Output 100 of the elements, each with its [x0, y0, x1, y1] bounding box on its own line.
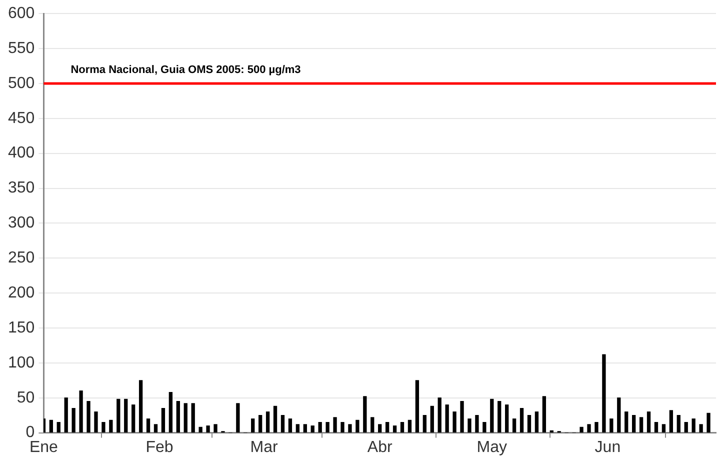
bar — [527, 415, 532, 433]
bar — [415, 380, 420, 433]
bar — [56, 422, 60, 433]
bar — [116, 398, 120, 433]
bar — [542, 396, 546, 433]
bar — [617, 398, 621, 433]
bar — [498, 401, 502, 433]
bar — [236, 403, 240, 433]
bar — [505, 404, 509, 433]
bar — [594, 422, 598, 433]
bar — [385, 422, 390, 433]
bar — [676, 415, 680, 433]
bar — [684, 422, 688, 433]
bar — [303, 424, 307, 433]
bar — [251, 418, 255, 433]
y-tick-label: 300 — [8, 214, 35, 232]
bar — [198, 426, 202, 433]
bar — [534, 412, 539, 433]
bar — [109, 420, 113, 433]
y-tick-label: 250 — [8, 250, 35, 267]
bar — [438, 398, 442, 433]
x-tick-label: May — [476, 438, 508, 456]
ref-line-label: Norma Nacional, Guia OMS 2005: 500 µg/m3 — [70, 64, 301, 76]
bar — [49, 420, 53, 433]
bar — [266, 412, 270, 433]
bar — [408, 420, 412, 433]
bar — [662, 424, 666, 433]
bar — [258, 415, 262, 433]
bar — [124, 398, 128, 433]
bar — [400, 422, 404, 433]
bar — [490, 398, 494, 433]
bar — [654, 422, 658, 433]
bar — [340, 422, 344, 433]
bar — [392, 425, 397, 433]
y-tick-label: 550 — [8, 40, 35, 57]
bar — [624, 412, 628, 433]
bar — [184, 403, 188, 433]
y-tick-label: 150 — [8, 319, 35, 336]
bar — [610, 418, 614, 433]
y-tick-label: 0 — [26, 424, 35, 442]
bar — [146, 418, 150, 433]
bar — [669, 410, 674, 433]
x-tick-label: Ene — [29, 438, 58, 456]
bar — [363, 396, 367, 433]
bar — [639, 417, 644, 433]
bar — [310, 425, 314, 433]
bar — [475, 415, 479, 433]
bar — [452, 412, 456, 433]
bar — [706, 412, 710, 433]
bar — [288, 418, 292, 433]
y-tick-label: 350 — [8, 180, 35, 197]
x-tick-label: Abr — [367, 438, 393, 456]
bar — [580, 426, 584, 433]
bar — [214, 424, 218, 433]
bar — [460, 401, 464, 433]
bar — [132, 404, 136, 433]
bar — [72, 408, 76, 433]
y-tick-label: 50 — [16, 389, 35, 406]
bar — [318, 422, 322, 433]
bar — [176, 401, 180, 433]
bar — [348, 424, 352, 433]
bar — [206, 425, 210, 433]
y-tick-label: 450 — [8, 110, 35, 127]
bar — [280, 415, 285, 433]
bar — [468, 418, 472, 433]
bar — [482, 422, 486, 433]
y-tick-label: 100 — [8, 354, 35, 372]
bar — [422, 415, 426, 433]
bar — [370, 417, 374, 433]
bar — [378, 424, 382, 433]
bar — [102, 422, 106, 433]
bar — [692, 418, 696, 433]
y-tick-label: 400 — [8, 144, 35, 162]
bar — [445, 404, 449, 433]
bar — [333, 417, 337, 433]
x-tick-label: Feb — [146, 438, 174, 456]
bar — [86, 401, 90, 433]
bar — [632, 415, 636, 433]
bar — [602, 354, 606, 433]
bar — [161, 408, 166, 433]
bar — [79, 390, 83, 433]
bar — [154, 424, 158, 433]
y-tick-label: 500 — [8, 74, 35, 92]
bar — [191, 403, 195, 433]
bar — [512, 418, 516, 433]
x-tick-label: Jun — [594, 438, 621, 456]
bar — [138, 380, 143, 433]
bar — [646, 412, 651, 433]
bar — [699, 424, 703, 433]
bar — [64, 398, 68, 433]
bar — [273, 406, 278, 433]
bar — [168, 392, 173, 433]
bar — [587, 424, 591, 433]
y-tick-label: 200 — [8, 284, 35, 302]
bar — [520, 408, 524, 433]
x-tick-label: Mar — [250, 438, 279, 456]
bar — [430, 406, 434, 433]
bar — [94, 412, 98, 433]
bar — [296, 424, 300, 433]
bar — [356, 420, 360, 433]
